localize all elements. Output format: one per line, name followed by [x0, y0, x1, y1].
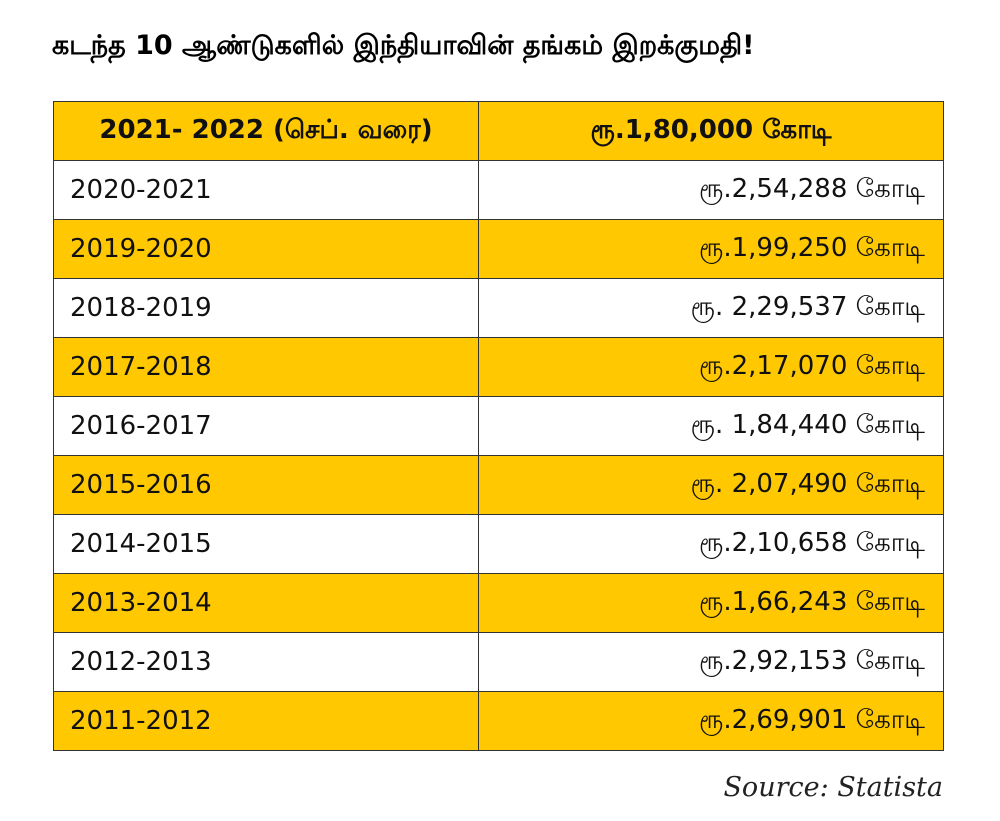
- amount-cell: ரூ. 1,84,440 கோடி: [690, 409, 925, 440]
- period-cell: 2014-2015: [54, 515, 479, 573]
- period-cell: 2018-2019: [54, 279, 479, 337]
- table-row: 2014-2015 ரூ.2,10,658 கோடி: [54, 514, 943, 573]
- table-row: 2015-2016 ரூ. 2,07,490 கோடி: [54, 455, 943, 514]
- period-cell: 2015-2016: [54, 456, 479, 514]
- amount-cell: ரூ.2,54,288 கோடி: [698, 173, 925, 204]
- amount-cell: ரூ.1,66,243 கோடி: [698, 586, 925, 617]
- period-cell: 2013-2014: [54, 574, 479, 632]
- table-row: 2011-2012 ரூ.2,69,901 கோடி: [54, 691, 943, 750]
- table-row: 2018-2019 ரூ. 2,29,537 கோடி: [54, 278, 943, 337]
- table-row: 2020-2021 ரூ.2,54,288 கோடி: [54, 160, 943, 219]
- header-amount-cell: ரூ.1,80,000 கோடி: [590, 114, 832, 145]
- table-row: 2012-2013 ரூ.2,92,153 கோடி: [54, 632, 943, 691]
- period-cell: 2017-2018: [54, 338, 479, 396]
- amount-cell: ரூ.1,99,250 கோடி: [698, 232, 925, 263]
- amount-cell: ரூ.2,17,070 கோடி: [698, 350, 925, 381]
- amount-cell: ரூ.2,69,901 கோடி: [698, 704, 925, 735]
- source-credit: Source: Statista: [723, 772, 943, 803]
- period-cell: 2011-2012: [54, 692, 479, 750]
- amount-cell: ரூ. 2,07,490 கோடி: [690, 468, 925, 499]
- table-row: 2016-2017 ரூ. 1,84,440 கோடி: [54, 396, 943, 455]
- table-row: 2013-2014 ரூ.1,66,243 கோடி: [54, 573, 943, 632]
- gold-import-table: 2021- 2022 (செப். வரை) ரூ.1,80,000 கோடி …: [53, 101, 944, 751]
- amount-cell: ரூ.2,10,658 கோடி: [698, 527, 925, 558]
- page-title: கடந்த 10 ஆண்டுகளில் இந்தியாவின் தங்கம் இ…: [52, 30, 755, 61]
- table-row: 2017-2018 ரூ.2,17,070 கோடி: [54, 337, 943, 396]
- period-cell: 2016-2017: [54, 397, 479, 455]
- amount-cell: ரூ. 2,29,537 கோடி: [690, 291, 925, 322]
- period-cell: 2012-2013: [54, 633, 479, 691]
- period-cell: 2020-2021: [54, 161, 479, 219]
- period-cell: 2019-2020: [54, 220, 479, 278]
- amount-cell: ரூ.2,92,153 கோடி: [698, 645, 925, 676]
- table-row: 2019-2020 ரூ.1,99,250 கோடி: [54, 219, 943, 278]
- table-header-row: 2021- 2022 (செப். வரை) ரூ.1,80,000 கோடி: [54, 102, 943, 160]
- header-period-cell: 2021- 2022 (செப். வரை): [54, 102, 479, 160]
